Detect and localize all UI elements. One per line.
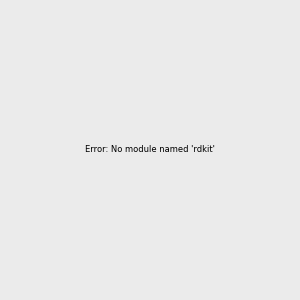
Text: Error: No module named 'rdkit': Error: No module named 'rdkit' bbox=[85, 146, 215, 154]
